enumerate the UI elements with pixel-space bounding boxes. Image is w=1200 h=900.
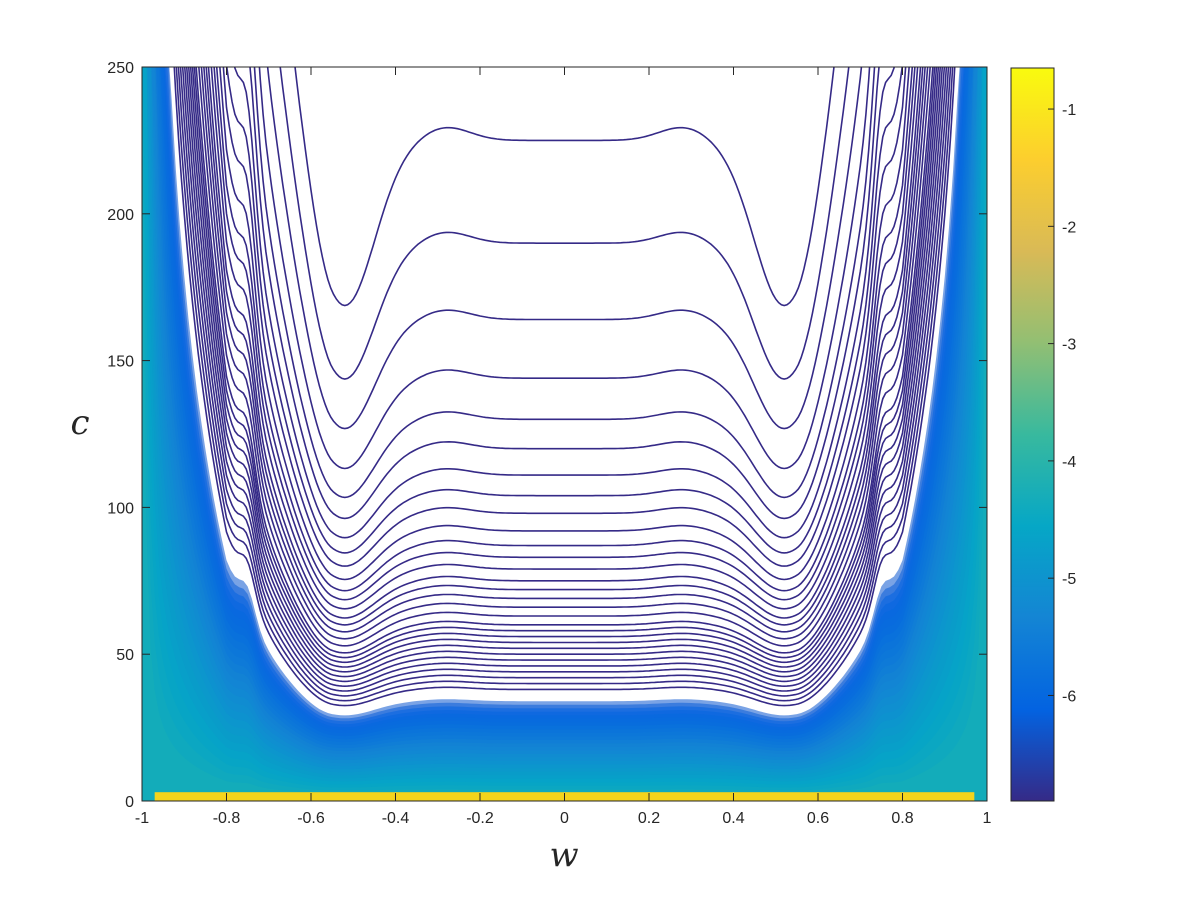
contour-line: [193, 67, 936, 659]
contour-line: [198, 67, 931, 647]
contour-line: [189, 67, 940, 668]
colorbar-ticks: -6 -5 -4 -3 -2 -1: [1048, 102, 1076, 705]
contour-line: [179, 67, 950, 692]
colorbar-tick-label: -5: [1062, 571, 1076, 588]
colorbar-tick-label: -4: [1062, 454, 1076, 471]
contour-line: [279, 67, 850, 380]
y-tick-label: 100: [107, 500, 134, 517]
contour-line: [249, 67, 880, 520]
x-tick-label: 0.2: [638, 810, 660, 827]
x-tick-label: -0.4: [382, 810, 410, 827]
colorbar-tick-label: -3: [1062, 337, 1076, 354]
contour-line: [210, 67, 919, 610]
y-axis-label: c: [70, 403, 89, 443]
colorbar-tick-label: -1: [1062, 102, 1076, 119]
y-axis: 0 50 100 150 200 250: [107, 60, 987, 811]
contour-line: [191, 67, 938, 664]
contour-line: [222, 67, 907, 567]
y-tick-label: 0: [125, 794, 134, 811]
contour-line: [187, 67, 942, 673]
contour-line: [173, 67, 956, 707]
contour-line: [200, 67, 929, 640]
x-tick-label: -0.2: [466, 810, 494, 827]
colorbar-tick-label: -6: [1062, 688, 1076, 705]
colorbar: [1010, 67, 1055, 802]
x-axis-label: w: [549, 835, 578, 875]
contour-line: [219, 67, 910, 581]
y-tick-label: 50: [116, 647, 134, 664]
contour-line: [205, 67, 924, 626]
contour-line: [175, 67, 954, 702]
contour-fill-band: [142, 67, 987, 801]
x-tick-label: 1: [983, 810, 992, 827]
contour-line: [183, 67, 946, 683]
contour-fill-layer: [142, 67, 987, 801]
contour-line: [207, 67, 922, 619]
x-tick-label: 0.6: [807, 810, 829, 827]
x-tick-label: -1: [135, 810, 149, 827]
contour-line: [266, 67, 863, 430]
contour-line: [233, 67, 896, 539]
colorbar-tick-label: -2: [1062, 219, 1076, 236]
x-tick-label: -0.6: [297, 810, 325, 827]
contour-lines: [173, 67, 956, 707]
x-axis: -1 -0.8 -0.6 -0.4 -0.2 0 0.2 0.4 0.6 0.8 1: [135, 67, 992, 827]
y-tick-label: 200: [107, 207, 134, 224]
x-tick-label: 0: [560, 810, 569, 827]
contour-line: [258, 67, 871, 470]
contour-line: [213, 67, 916, 601]
contour-line: [177, 67, 952, 697]
x-tick-label: 0.8: [891, 810, 913, 827]
y-tick-label: 150: [107, 354, 134, 371]
contour-line: [253, 67, 876, 499]
contour-line: [185, 67, 944, 678]
contour-line: [195, 67, 934, 654]
contour-line: [181, 67, 948, 688]
x-tick-label: 0.4: [722, 810, 744, 827]
y-tick-label: 250: [107, 60, 134, 77]
contour-line: [203, 67, 926, 633]
contour-line: [225, 67, 904, 554]
x-tick-label: -0.8: [213, 810, 241, 827]
contour-line: [215, 67, 914, 592]
contour-line: [294, 67, 835, 307]
